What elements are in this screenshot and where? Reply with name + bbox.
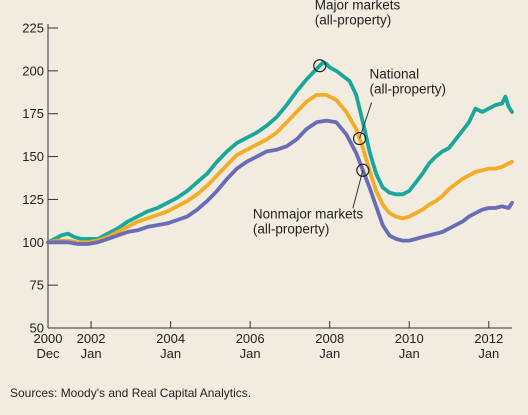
annotation-label: (all-property) [253,221,330,236]
annotation-marker [313,59,327,73]
x-tick-year: 2006 [236,331,265,346]
y-tick-label: 150 [22,149,44,164]
y-tick-label: 125 [22,192,44,207]
x-tick-month: Jan [319,346,340,361]
series-line-0 [46,60,514,245]
x-tick-month: Dec [36,346,60,361]
y-tick-label: 100 [22,235,44,250]
annotation-layer: Major markets(all-property)National(all-… [253,0,446,236]
y-tick-label: 50 [30,321,44,336]
x-tick-year: 2002 [77,331,106,346]
x-tick-year: 2012 [474,331,503,346]
x-tick-year: 2000 [34,331,63,346]
series-line-1 [46,93,514,245]
x-tick-month: Jan [81,346,102,361]
annotation-label: National [370,67,420,82]
annotation-label: (all-property) [370,82,447,97]
annotation-label: Nonmajor markets [253,206,364,221]
annotation-marker [352,131,367,146]
series-line-2 [46,118,514,246]
y-tick-label: 175 [22,106,44,121]
annotation-label: (all-property) [315,13,392,28]
y-tick-label: 200 [22,63,44,78]
x-tick-month: Jan [399,346,420,361]
annotation-marker [356,163,370,177]
y-tick-label: 75 [30,278,44,293]
x-tick-month: Jan [478,346,499,361]
x-tick-year: 2004 [156,331,185,346]
series-layer [46,60,514,246]
y-tick-label: 225 [22,21,44,36]
axes: 50751001251501752002252000Dec2002Jan2004… [22,21,512,361]
annotation-label: Major markets [315,0,401,13]
x-tick-month: Jan [240,346,261,361]
source-note: Sources: Moody's and Real Capital Analyt… [10,386,251,400]
x-tick-year: 2008 [315,331,344,346]
x-tick-month: Jan [160,346,181,361]
x-tick-year: 2010 [395,331,424,346]
